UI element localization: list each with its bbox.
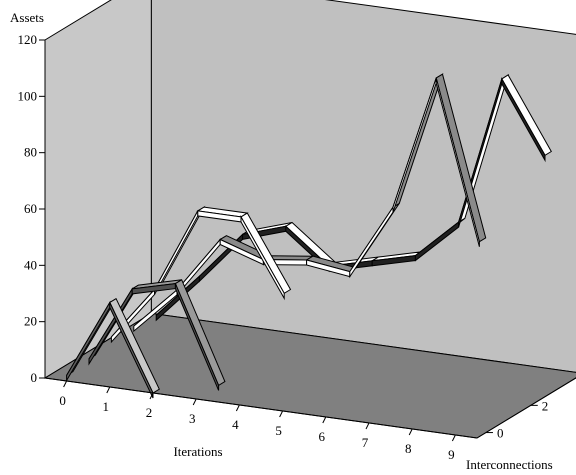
chart-walls [43,0,576,439]
y-tick-label: 100 [18,88,38,103]
x-tick-label: 7 [362,435,369,450]
y-tick-label: 80 [24,145,37,160]
ribbon-side-segment [174,283,220,391]
x-tick [192,398,197,406]
x-axis-line [44,377,478,439]
x-tick-label: 4 [232,417,239,432]
ribbon-side-segment [109,302,154,399]
x-tick-label: 9 [448,447,455,462]
series-ribbon-depth-1 [88,279,226,391]
series-ribbon-depth-2 [110,205,292,344]
ribbon-side-segment [501,76,546,163]
chart-series [66,73,552,399]
ribbon-side-segment [240,214,285,301]
ribbon-side-segment [435,77,480,247]
y-tick-label: 20 [24,314,37,329]
y-tick-label: 120 [18,32,38,47]
x-tick-label: 5 [275,423,282,438]
x-tick-label: 1 [103,399,110,414]
z-axis-line [476,377,576,439]
x-tick [149,392,154,400]
z-tick-label: 2 [542,398,549,413]
y-tick-label: 60 [24,201,37,216]
y-axis-title: Assets [10,10,44,25]
x-tick [365,422,370,430]
back-wall [150,0,576,373]
x-tick-label: 0 [59,393,66,408]
series-ribbon-depth-0 [66,297,160,399]
x-axis-title: Iterations [173,444,222,459]
chart-axes: 0204060801001200123456789024 [18,32,576,462]
x-tick [63,380,68,388]
x-tick [279,410,284,418]
x-tick [106,386,111,394]
x-tick [235,404,240,412]
x-tick-label: 3 [189,411,196,426]
x-tick-label: 6 [319,429,326,444]
z-tick-label: 0 [497,426,504,441]
series-ribbon-depth-3 [133,73,487,333]
x-tick [451,434,456,442]
x-tick [322,416,327,424]
x-tick-label: 8 [405,441,412,456]
y-tick-label: 0 [31,370,38,385]
x-tick [408,428,413,436]
y-tick-label: 40 [24,257,37,272]
z-axis-title: Interconnections [466,457,553,472]
x-tick-label: 2 [146,405,153,420]
